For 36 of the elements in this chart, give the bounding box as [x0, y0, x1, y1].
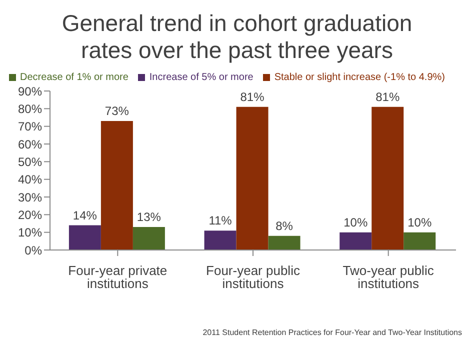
y-tick-label: 80%: [18, 102, 42, 116]
chart-title: General trend in cohort graduation rates over the past three years: [60, 9, 414, 64]
y-tick-label: 10%: [18, 226, 42, 240]
data-label: 10%: [408, 215, 432, 230]
bar: [68, 225, 101, 250]
bar: [372, 106, 404, 250]
data-label: 13%: [136, 210, 162, 224]
y-tick-label: 0%: [24, 243, 42, 258]
data-label: 81%: [240, 90, 265, 104]
data-label: 14%: [72, 208, 98, 222]
y-tick-label: 40%: [18, 172, 42, 187]
bar: [236, 106, 268, 250]
y-tick-label: 90%: [18, 84, 42, 98]
data-label: 10%: [344, 215, 368, 230]
bar: [340, 232, 372, 250]
x-tick-label: Four-year public institutions: [206, 263, 300, 292]
data-label: 81%: [376, 90, 400, 104]
y-tick-label: 50%: [18, 154, 42, 169]
bar: [100, 121, 133, 250]
y-tick-label: 20%: [18, 208, 42, 222]
y-tick-label: 30%: [18, 190, 42, 204]
bar: [204, 230, 236, 250]
data-label: 8%: [276, 218, 294, 233]
bar: [268, 236, 300, 250]
bar: [132, 227, 165, 250]
data-label: 11%: [208, 214, 232, 228]
legend-label: Stable or slight increase (-1% to 4.9%): [274, 72, 445, 83]
x-tick-label: Two-year public institutions: [342, 263, 434, 292]
bar: [404, 232, 436, 250]
data-label: 73%: [104, 104, 130, 118]
y-tick-label: 60%: [18, 137, 42, 152]
legend-label: Increase of 5% or more: [149, 72, 254, 83]
x-tick-label: Four-year private institutions: [68, 263, 168, 292]
legend-label: Decrease of 1% or more: [20, 72, 128, 83]
y-tick-label: 70%: [18, 120, 42, 134]
text: 2011 Student Retention Practices for Four-Year and Two-Year Institutions: [202, 328, 462, 337]
